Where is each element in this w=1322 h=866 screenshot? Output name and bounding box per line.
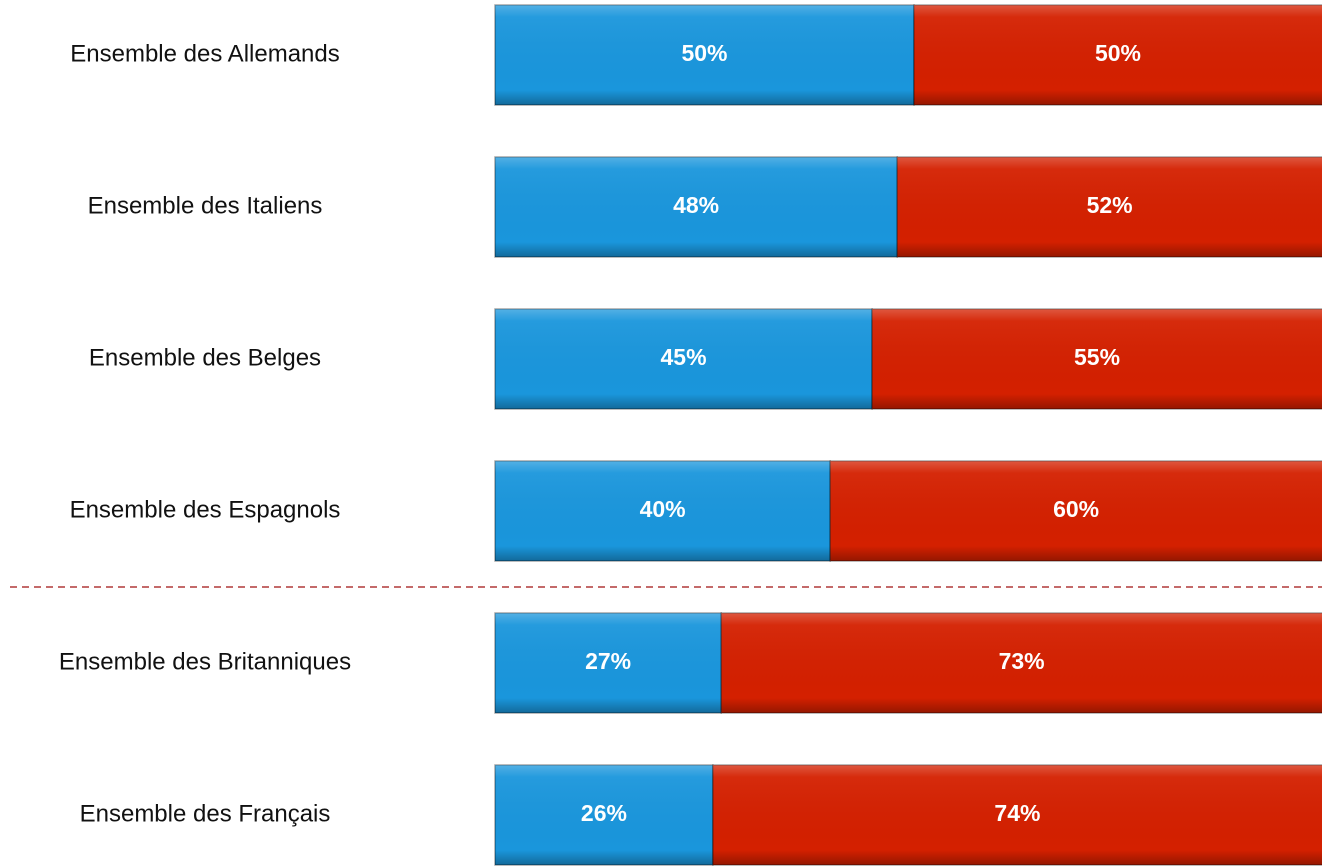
value-label: 48% — [673, 192, 719, 218]
category-label: Ensemble des Italiens — [88, 192, 323, 219]
value-label: 26% — [581, 800, 627, 826]
value-label: 50% — [1095, 40, 1141, 66]
value-label: 74% — [994, 800, 1040, 826]
value-label: 52% — [1087, 192, 1133, 218]
category-label: Ensemble des Britanniques — [59, 648, 351, 675]
category-label: Ensemble des Français — [80, 800, 331, 827]
value-label: 73% — [999, 648, 1045, 674]
value-label: 27% — [585, 648, 631, 674]
category-label: Ensemble des Espagnols — [70, 496, 341, 523]
value-label: 55% — [1074, 344, 1120, 370]
category-label: Ensemble des Allemands — [70, 40, 339, 67]
value-label: 40% — [640, 496, 686, 522]
value-label: 50% — [681, 40, 727, 66]
category-label: Ensemble des Belges — [89, 344, 321, 371]
value-label: 45% — [661, 344, 707, 370]
value-label: 60% — [1053, 496, 1099, 522]
